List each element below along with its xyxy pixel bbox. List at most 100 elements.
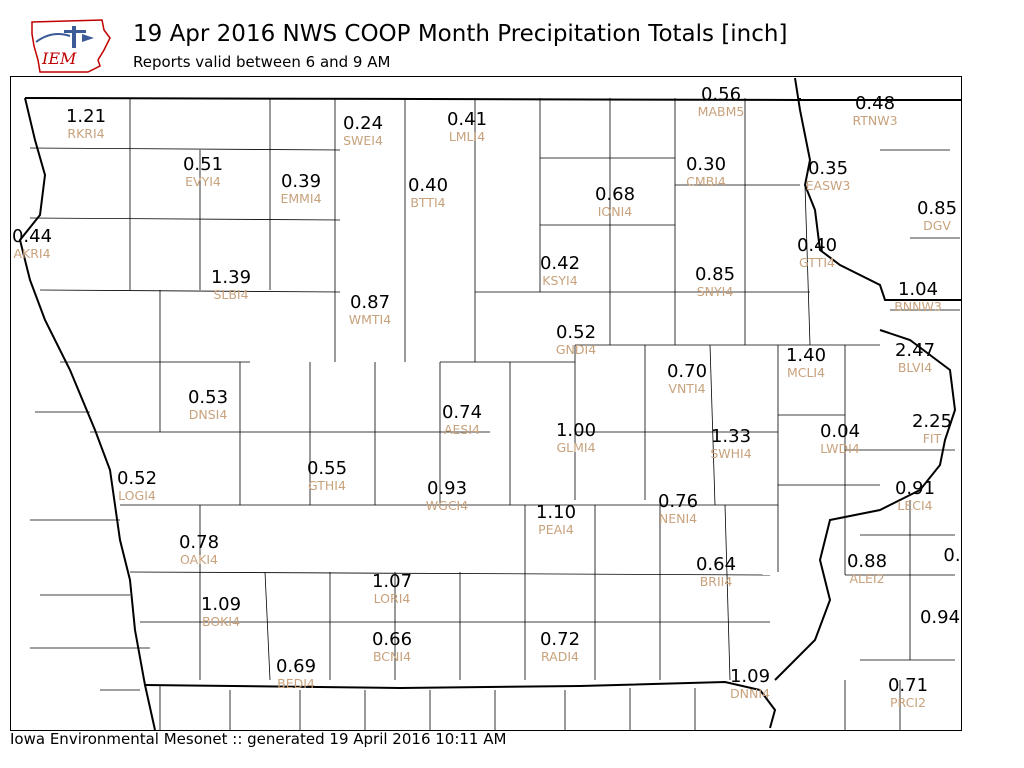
precip-value: 1.07 [372,571,412,592]
station-id: EMMI4 [280,191,321,206]
station-id: LOGI4 [118,488,156,503]
precip-value: 0.55 [307,458,347,479]
iowa-south-border [144,680,777,729]
precip-value: 0.51 [183,154,223,175]
precip-value: 0.40 [797,235,837,256]
map-subtitle: Reports valid between 6 and 9 AM [133,53,391,71]
station-id: SWEI4 [343,133,383,148]
precip-value: 0.78 [179,532,219,553]
precip-value: 0.04 [820,421,860,442]
station-id: LORI4 [374,591,411,606]
map-frame [10,76,962,731]
precip-value: 0.88 [847,551,887,572]
station-id: RKRI4 [67,126,104,141]
station-id: DNSI4 [189,407,228,422]
precip-value: 1.00 [556,420,596,441]
station-marker: 0. [943,545,960,566]
precip-value: 0.76 [658,491,698,512]
precip-value: 0.39 [281,171,321,192]
footer-text: Iowa Environmental Mesonet :: generated … [10,730,507,748]
precip-value: 1.39 [211,267,251,288]
precip-value: 0.35 [808,158,848,179]
station-id: VNTI4 [668,381,705,396]
station-id: BOKI4 [202,614,240,629]
precip-value: 0.70 [667,361,707,382]
station-id: RTNW3 [852,113,897,128]
station-id: LMLI4 [449,129,485,144]
station-id: DGV [923,218,951,233]
station-id: GNDI4 [556,342,596,357]
map-title: 19 Apr 2016 NWS COOP Month Precipitation… [133,21,788,47]
station-id: MABM5 [698,104,745,119]
station-id: LWDI4 [820,441,859,456]
station-id: SLBI4 [213,287,248,302]
precip-value: 2.25 [912,411,952,432]
station-id: PEAI4 [538,522,574,537]
station-id: RADI4 [541,649,579,664]
precip-value: 1.09 [201,594,241,615]
precip-value: 0.30 [686,154,726,175]
precip-value: 0.74 [442,402,482,423]
precip-value: 0.69 [276,656,316,677]
precip-value: 0.48 [855,93,895,114]
precip-value: 0.68 [595,184,635,205]
precip-value: 2.47 [895,340,935,361]
station-id: EASW3 [806,178,851,193]
station-id: DNNI4 [730,686,770,701]
station-id: FIT [923,431,942,446]
iowa-outline-icon [31,19,111,73]
station-id: WMTI4 [349,312,391,327]
missouri-river-border [18,97,156,731]
station-id: ALEI2 [849,571,884,586]
station-id: SWHI4 [710,446,751,461]
precip-value: 0.53 [188,387,228,408]
precip-value: 0.72 [540,629,580,650]
precip-value: 1.21 [66,106,106,127]
precip-value: 0.85 [695,264,735,285]
station-id: SNYI4 [697,284,734,299]
iem-logo: IEM [31,19,111,73]
weather-tower-icon [72,26,76,48]
precip-value: 0.87 [350,292,390,313]
precip-value: 1.10 [536,502,576,523]
precip-value: 0.56 [701,84,741,105]
precip-value: 0.41 [447,109,487,130]
precip-value: 0.52 [556,322,596,343]
mississippi-lower-border [774,329,957,681]
precip-value: 0.66 [372,629,412,650]
station-id: BEDI4 [277,676,315,691]
precip-value: 0.94 [920,607,960,628]
station-id: BCNI4 [373,649,411,664]
station-id: CMBI4 [686,174,726,189]
precip-value: 1.33 [711,426,751,447]
precip-value: 0.64 [696,554,736,575]
station-id: GTTI4 [799,255,835,270]
precip-value: 0.85 [917,198,957,219]
